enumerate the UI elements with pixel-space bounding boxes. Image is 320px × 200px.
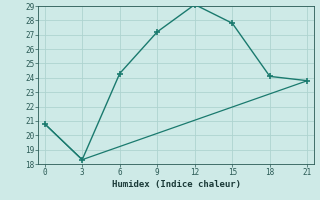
X-axis label: Humidex (Indice chaleur): Humidex (Indice chaleur) — [111, 180, 241, 189]
